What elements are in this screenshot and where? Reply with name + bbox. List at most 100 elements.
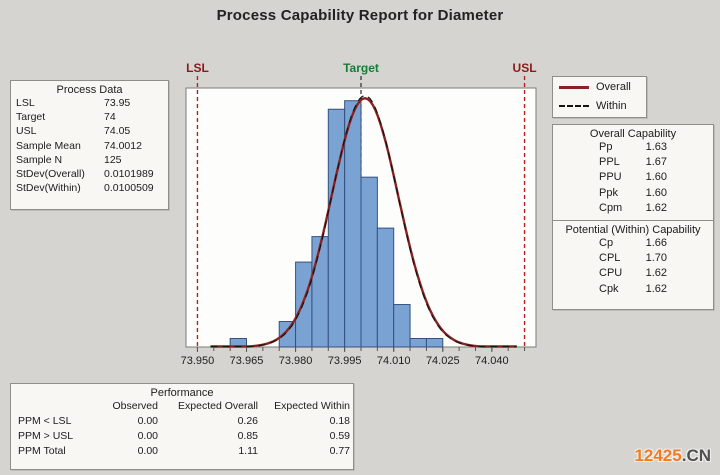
x-axis-tick-label: 74.040	[475, 355, 509, 367]
within-curve	[210, 94, 517, 348]
capability-histogram: LSL USL Target 73.950 73.965 73.980 73.995 74.0…	[181, 61, 537, 367]
capability-stat-label: CPU	[599, 267, 623, 280]
capability-row: Pp 1.63	[553, 140, 713, 155]
capability-stat-value: 1.66	[645, 237, 667, 250]
perf-corner	[14, 399, 92, 414]
perf-value: 0.18	[329, 415, 350, 427]
perf-value: 0.26	[237, 415, 258, 427]
process-data-label: Sample Mean	[16, 139, 81, 152]
process-data-row: StDev(Overall) 0.0101989	[11, 167, 168, 181]
perf-value: 0.00	[137, 445, 158, 457]
process-data-label: Target	[16, 111, 46, 124]
perf-value: 0.00	[137, 430, 158, 442]
capability-row: Cpm 1.62	[553, 201, 713, 216]
perf-value: 0.00	[137, 415, 158, 427]
process-data-row: Sample N 125	[11, 153, 168, 167]
process-data-label: Sample N	[16, 153, 63, 166]
histogram-bar	[295, 261, 313, 348]
capability-row: CPU 1.62	[553, 266, 713, 281]
process-data-row: USL 74.05	[11, 124, 168, 138]
histogram-bar	[376, 227, 395, 348]
x-axis-tick-label: 74.010	[377, 355, 411, 367]
x-axis-tick-label: 73.980	[279, 355, 313, 367]
capability-section: Overall Capability Pp 1.63 PPL 1.67 PPU 1.60 Pp…	[553, 125, 713, 220]
capability-stat-label: Cpk	[599, 282, 619, 295]
perf-row-label: PPM Total	[18, 445, 66, 457]
histogram-bar	[278, 321, 297, 348]
watermark: 12425.CN	[634, 446, 711, 466]
perf-value: 0.77	[329, 445, 350, 457]
process-data-value: 73.95	[104, 97, 131, 109]
capability-stat-value: 1.60	[645, 186, 667, 199]
capability-stat-value: 1.60	[645, 171, 667, 184]
legend-label: Within	[596, 100, 627, 112]
perf-value: 0.85	[237, 430, 258, 442]
capability-stat-value: 1.62	[645, 267, 667, 280]
x-axis-tick-label: 74.025	[426, 355, 460, 367]
process-data-row: Target 74	[11, 110, 168, 124]
perf-column-header: Expected Overall	[178, 400, 258, 412]
process-data-row: LSL 73.95	[11, 96, 168, 110]
legend-label: Overall	[596, 81, 631, 93]
perf-column-header: Observed	[112, 400, 158, 412]
capability-stat-label: PPU	[599, 171, 622, 184]
capability-row: Cpk 1.62	[553, 282, 713, 297]
process-data-label: StDev(Within)	[16, 182, 81, 195]
perf-value: 0.59	[329, 430, 350, 442]
target-label: Target	[343, 61, 379, 75]
process-data-row: Sample Mean 74.0012	[11, 139, 168, 153]
capability-stat-label: CPL	[599, 252, 621, 265]
process-data-value: 74	[104, 111, 116, 124]
capability-row: PPL 1.67	[553, 155, 713, 170]
capability-stat-label: Cp	[599, 237, 614, 250]
performance-table: Observed Expected Overall Expected Within P…	[11, 399, 353, 459]
histogram-bar	[311, 236, 329, 348]
histogram-bar	[360, 176, 378, 348]
perf-value: 1.11	[238, 445, 258, 457]
process-data-title: Process Data	[56, 84, 123, 96]
perf-column-header: Expected Within	[274, 400, 350, 412]
capability-stat-value: 1.67	[645, 156, 667, 169]
legend-item: Within	[553, 96, 646, 115]
legend-item: Overall	[553, 77, 646, 96]
capability-row: CPL 1.70	[553, 251, 713, 266]
process-data-row: StDev(Within) 0.0100509	[11, 181, 168, 195]
process-data-label: LSL	[16, 97, 35, 109]
process-data-rows: LSL 73.95 Target 74 USL 74.05 Sample Mean 74.00…	[11, 96, 168, 195]
capability-row: Ppk 1.60	[553, 186, 713, 201]
process-data-value: 74.05	[104, 125, 131, 138]
performance-title: Performance	[150, 387, 214, 399]
capability-row: Cp 1.66	[553, 236, 713, 251]
usl-label: USL	[513, 61, 537, 75]
process-data-value: 125	[104, 153, 122, 166]
capability-section-title: Potential (Within) Capability	[565, 224, 701, 237]
page-title: Process Capability Report for Diameter	[216, 7, 504, 24]
capability-stat-label: Pp	[599, 141, 613, 153]
performance-panel: Performance Observed Expected Overall Expe…	[10, 383, 354, 470]
capability-panel: Overall Capability Pp 1.63 PPL 1.67 PPU 1.60 Pp…	[552, 124, 714, 310]
lsl-label: LSL	[186, 61, 209, 75]
capability-stat-value: 1.62	[645, 282, 667, 295]
perf-row-label: PPM < LSL	[18, 415, 72, 427]
capability-stat-value: 1.63	[645, 141, 667, 153]
capability-section: Potential (Within) Capability Cp 1.66 CPL 1.…	[553, 220, 713, 301]
process-data-value: 0.0101989	[104, 168, 154, 181]
x-axis-tick-label: 73.950	[181, 355, 215, 367]
process-data-panel: Process Data LSL 73.95 Target 74 USL 74.05 Sam…	[10, 80, 169, 210]
process-data-value: 74.0012	[104, 139, 142, 152]
x-axis-tick-label: 73.965	[230, 355, 264, 367]
histogram-bar	[344, 100, 362, 348]
histogram-bar	[393, 304, 411, 348]
dashed-line-swatch	[559, 105, 589, 107]
capability-stat-label: Ppk	[599, 186, 618, 199]
process-data-label: StDev(Overall)	[16, 168, 85, 181]
histogram-bar	[327, 108, 346, 348]
capability-stat-value: 1.70	[645, 252, 667, 265]
legend: Overall Within	[552, 76, 647, 118]
capability-row: PPU 1.60	[553, 170, 713, 185]
capability-stat-value: 1.62	[645, 201, 667, 214]
capability-section-title: Overall Capability	[589, 128, 677, 140]
watermark-number: 12425	[634, 446, 682, 465]
perf-row-label: PPM > USL	[18, 430, 74, 442]
histogram-bar	[409, 338, 427, 348]
